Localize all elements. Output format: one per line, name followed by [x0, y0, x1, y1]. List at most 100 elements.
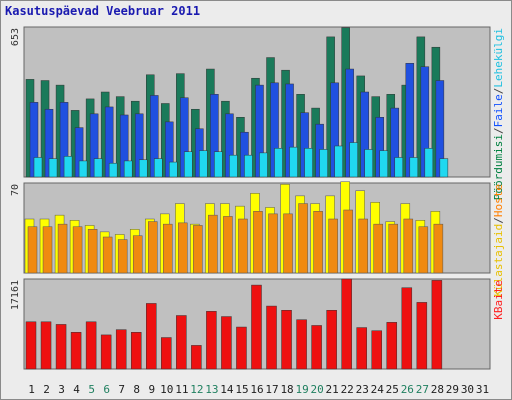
bar-hoste-17 — [268, 213, 278, 274]
bar-kbaite-27 — [416, 302, 428, 370]
x-tick-label-15: 15 — [235, 383, 248, 396]
bar-hoste-10 — [163, 223, 173, 274]
bar-hoste-15 — [238, 218, 248, 274]
bar-kbaite-17 — [266, 305, 277, 370]
bar-hoste-27 — [418, 226, 429, 274]
bar-hoste-9 — [148, 221, 158, 274]
bar-hoste-14 — [223, 216, 233, 274]
bar-lehekülgi-18 — [289, 146, 298, 178]
bar-kbaite-28 — [431, 280, 443, 370]
bar-kbaite-25 — [386, 322, 398, 370]
bar-kbaite-18 — [281, 310, 292, 370]
bar-hoste-6 — [102, 236, 113, 274]
bar-hoste-26 — [403, 218, 414, 274]
bar-kbaite-21 — [326, 310, 337, 370]
bar-hoste-25 — [388, 223, 399, 274]
x-tick-label-5: 5 — [88, 383, 95, 396]
bar-hoste-8 — [132, 235, 143, 274]
bar-lehekülgi-22 — [349, 142, 358, 178]
bar-kbaite-16 — [251, 284, 262, 370]
x-tick-label-6: 6 — [103, 383, 110, 396]
bar-hoste-2 — [42, 226, 53, 274]
bar-hoste-1 — [27, 226, 38, 274]
bar-kbaite-19 — [296, 319, 307, 370]
x-tick-label-16: 16 — [250, 383, 263, 396]
bar-lehekülgi-26 — [409, 157, 419, 178]
bar-hoste-28 — [433, 223, 444, 274]
bar-hoste-7 — [117, 239, 128, 274]
x-tick-label-14: 14 — [220, 383, 234, 396]
bar-lehekülgi-17 — [274, 148, 283, 178]
bar-hoste-22 — [343, 209, 353, 274]
bar-kbaite-1 — [25, 321, 37, 370]
bar-lehekülgi-23 — [364, 149, 373, 178]
bar-lehekülgi-25 — [394, 157, 404, 178]
bar-kbaite-11 — [176, 315, 187, 370]
x-tick-label-7: 7 — [118, 383, 125, 396]
bar-hoste-3 — [57, 223, 68, 274]
legend-entry: / — [492, 88, 505, 95]
x-tick-label-25: 25 — [386, 383, 399, 396]
bar-hoste-11 — [178, 222, 188, 274]
x-tick-label-29: 29 — [446, 383, 459, 396]
x-tick-label-19: 19 — [295, 383, 308, 396]
bar-lehekülgi-9 — [154, 158, 163, 178]
bar-lehekülgi-4 — [78, 160, 88, 178]
bar-kbaite-23 — [356, 327, 367, 370]
bar-kbaite-9 — [146, 303, 157, 370]
bar-kbaite-3 — [55, 324, 67, 370]
legend-entry: Faile — [492, 94, 505, 127]
bar-kbaite-7 — [115, 329, 127, 370]
x-tick-label-26: 26 — [401, 383, 414, 396]
bar-lehekülgi-6 — [108, 162, 118, 178]
bar-kbaite-12 — [191, 345, 202, 370]
x-tick-label-12: 12 — [190, 383, 203, 396]
bar-lehekülgi-19 — [304, 148, 313, 178]
x-tick-label-3: 3 — [58, 383, 65, 396]
bottom-ymax-label: 17161 — [10, 280, 21, 310]
x-tick-label-8: 8 — [133, 383, 140, 396]
legend-entry: Pöördumisi — [492, 134, 505, 200]
bar-hoste-12 — [193, 225, 203, 274]
x-tick-label-22: 22 — [341, 383, 354, 396]
bar-kbaite-14 — [221, 316, 232, 370]
x-tick-label-2: 2 — [43, 383, 50, 396]
bar-kbaite-2 — [40, 321, 52, 370]
bar-lehekülgi-2 — [48, 158, 58, 178]
bar-kbaite-13 — [206, 311, 217, 370]
top-ymax-label: 653 — [10, 28, 21, 46]
bar-kbaite-15 — [236, 326, 247, 370]
middle-ymax-label: 70 — [10, 184, 21, 196]
bar-hoste-20 — [313, 211, 323, 274]
x-tick-label-24: 24 — [371, 383, 385, 396]
bar-lehekülgi-7 — [123, 160, 133, 178]
bar-lehekülgi-20 — [319, 149, 328, 178]
x-tick-label-18: 18 — [280, 383, 293, 396]
bar-hoste-18 — [283, 213, 293, 274]
bar-kbaite-26 — [401, 287, 413, 370]
bar-hoste-13 — [208, 214, 218, 274]
x-tick-label-31: 31 — [476, 383, 489, 396]
bar-kbaite-5 — [85, 321, 97, 370]
bar-lehekülgi-5 — [93, 158, 103, 178]
legend-entry: KBaite — [492, 280, 505, 320]
x-tick-label-10: 10 — [160, 383, 173, 396]
bar-kbaite-8 — [130, 332, 142, 370]
bar-lehekülgi-21 — [334, 145, 343, 178]
bar-kbaite-10 — [161, 337, 172, 370]
bar-lehekülgi-28 — [439, 158, 449, 178]
x-tick-label-28: 28 — [431, 383, 444, 396]
bar-kbaite-22 — [341, 278, 352, 370]
legend-entry: / — [492, 217, 505, 224]
bar-hoste-5 — [87, 229, 98, 274]
bottom-legend: KBaite — [492, 280, 505, 320]
bar-hoste-21 — [328, 218, 338, 274]
bar-hoste-23 — [358, 218, 368, 274]
bar-lehekülgi-3 — [63, 156, 73, 178]
bar-hoste-24 — [373, 223, 383, 274]
page-title: Kasutuspäevad Veebruar 2011 — [5, 4, 201, 18]
x-tick-label-9: 9 — [148, 383, 155, 396]
bar-lehekülgi-1 — [33, 157, 43, 178]
bar-lehekülgi-12 — [199, 150, 208, 178]
